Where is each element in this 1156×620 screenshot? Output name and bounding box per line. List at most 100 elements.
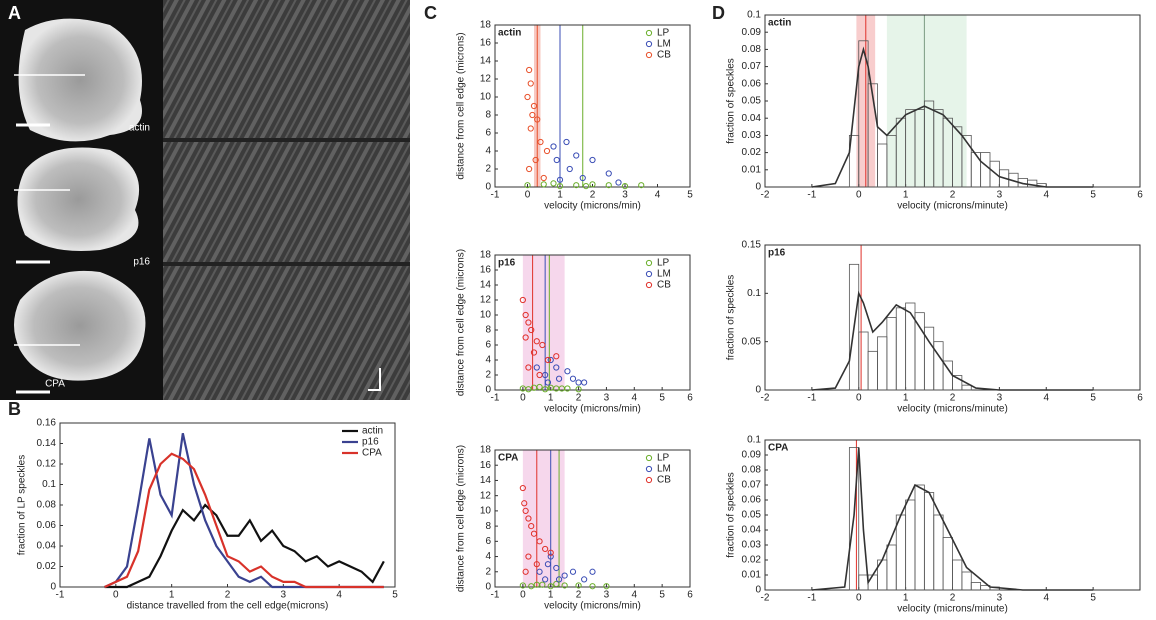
x-tick-label: 2 [950,393,956,404]
point [581,576,588,583]
point [547,549,554,556]
legend-swatch [645,270,653,278]
point [527,80,534,87]
point [589,156,596,164]
plot-title: CPA [498,453,518,464]
y-tick-label: 16 [480,460,492,471]
y-tick-label: 0.04 [742,113,762,124]
y-tick-label: 0.02 [742,147,762,158]
point [553,156,560,164]
point [564,368,571,375]
axes-frame [494,449,691,588]
x-tick-label: 3 [604,590,610,601]
point [573,152,580,159]
x-tick-label: 4 [655,190,661,201]
x-tick-label: 0 [520,393,526,404]
point [569,375,577,382]
x-tick-label: 2 [576,590,582,601]
y-axis-label: fraction of speckles [726,275,737,361]
x-tick-label: 5 [392,590,398,601]
x-tick-label: 5 [659,590,665,601]
y-tick-label: 0.16 [37,418,57,429]
point [553,353,560,360]
x-tick-label: 1 [548,393,554,404]
y-tick-label: 0.06 [37,520,57,531]
point [615,179,622,186]
x-axis-label: velocity (microns/min) [544,404,641,415]
x-tick-label: 0 [525,190,531,201]
y-tick-label: 0.03 [742,130,762,141]
legend-label: CB [657,475,671,486]
x-tick-label: 4 [1043,393,1049,404]
x-tick-label: 0 [856,190,862,201]
point [536,568,543,575]
point [543,147,551,155]
legend-swatch [645,29,653,37]
x-tick-label: -2 [761,593,770,604]
point [550,180,557,187]
point [530,102,538,110]
y-axis-label: distance from cell edge (microns) [456,32,467,179]
axes-frame [494,254,691,391]
legend-label: LP [657,453,670,464]
point [553,364,560,371]
line [104,452,384,589]
x-tick-label: -1 [807,593,816,604]
point [621,183,629,190]
point [525,515,532,522]
y-tick-label: 0 [755,385,761,396]
x-tick-label: 4 [632,393,638,404]
y-tick-label: 0 [485,385,491,396]
x-tick-label: 0 [856,393,862,404]
point [519,484,526,492]
x-tick-label: -1 [807,190,816,201]
point [575,386,582,393]
point [540,174,547,182]
y-axis-label: fraction of LP speckles [17,455,28,555]
point [547,356,554,364]
x-axis-label: velocity (microns/minute) [897,404,1008,415]
x-tick-label: -1 [56,590,65,601]
fit-curve [811,290,1094,391]
point [589,583,596,590]
legend-label: p16 [362,437,379,448]
y-tick-label: 10 [480,92,492,103]
x-tick-label: -1 [491,590,500,601]
point [533,561,540,568]
x-axis-label: velocity (microns/min) [544,601,641,612]
y-axis-label: fraction of speckles [726,472,737,558]
y-tick-label: 0.07 [742,61,762,72]
point [528,523,535,530]
y-tick-label: 0.1 [747,435,761,446]
legend-label: LM [657,269,671,280]
x-tick-label: 1 [548,590,554,601]
x-tick-label: 5 [659,393,665,404]
x-tick-label: -1 [491,190,500,201]
x-tick-label: 5 [687,190,693,201]
y-tick-label: 0.09 [742,450,762,461]
y-tick-label: 0 [485,582,491,593]
x-tick-label: 4 [1043,593,1049,604]
y-tick-label: 14 [480,56,492,67]
x-tick-label: 6 [687,393,693,404]
legend-label: CB [657,50,671,61]
y-tick-label: 0.05 [742,510,762,521]
x-tick-label: 0 [113,590,119,601]
x-tick-label: 6 [1137,393,1143,404]
point [533,338,540,345]
x-axis-label: distance travelled from the cell edge(mi… [127,601,329,612]
y-tick-label: 0.08 [742,44,762,55]
legend-label: CPA [362,448,382,459]
y-axis-label: distance from cell edge (microns) [456,445,467,592]
point [603,583,610,590]
point [579,174,586,182]
point [553,580,560,588]
point [540,181,547,188]
point [522,334,529,341]
point [528,326,535,334]
y-tick-label: 18 [480,445,492,456]
point [556,183,564,190]
point [536,538,543,545]
y-tick-label: 0.07 [742,480,762,491]
